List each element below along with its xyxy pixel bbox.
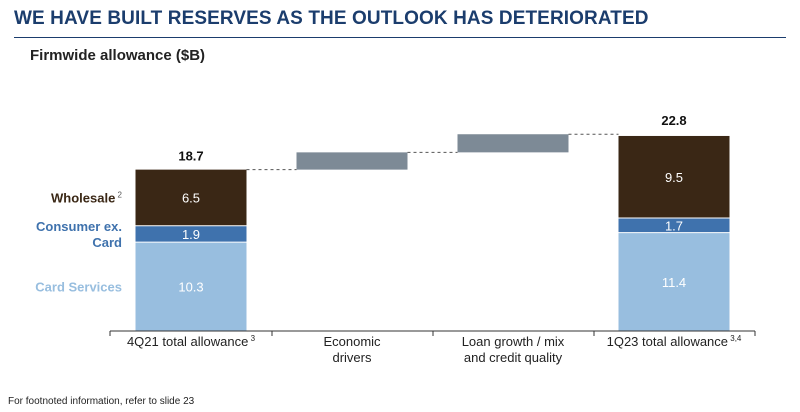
bar-wholesale-1: [618, 135, 730, 218]
legend-label-consumer-ex-card-1: Card: [92, 235, 122, 250]
data-label-wholesale-0: 6.5: [182, 191, 200, 206]
x-tick-label-0-0: 4Q21 total allowance 3: [127, 334, 256, 349]
bar-consumer-ex-card-1: [618, 217, 730, 233]
waterfall-chart: 10.3 1.9 6.5 18.7 11.4 1.7 9.5 22.8 4Q21 total a…: [35, 113, 756, 365]
page-title: WE HAVE BUILT RESERVES AS THE OUTLOOK HA…: [14, 8, 649, 29]
footnote: For footnoted information, refer to slid…: [8, 396, 195, 407]
bar-card-services-0: [135, 242, 247, 331]
x-tick-label-2-1: and credit quality: [464, 350, 563, 365]
bar-card-services-1: [618, 232, 730, 331]
x-tick-label-3-0: 1Q23 total allowance 3,4: [607, 334, 742, 349]
data-label-consumer-ex-card-0: 1.9: [182, 227, 200, 242]
total-label-0: 18.7: [178, 149, 203, 164]
legend-label-wholesale-0: Wholesale 2: [51, 191, 123, 206]
chart-subtitle: Firmwide allowance ($B): [30, 47, 206, 64]
data-label-card-services-1: 11.4: [662, 275, 686, 290]
title-divider: [14, 37, 786, 38]
legend-label-consumer-ex-card-0: Consumer ex.: [36, 219, 122, 234]
data-label-wholesale-1: 9.5: [665, 170, 683, 185]
total-label-1: 22.8: [661, 113, 686, 128]
change-bar-1: [457, 134, 569, 153]
bar-consumer-ex-card-0: [135, 225, 247, 243]
x-tick-label-2-0: Loan growth / mix: [462, 334, 565, 349]
data-label-card-services-0: 10.3: [178, 280, 203, 295]
change-bar-0: [296, 152, 408, 170]
bar-wholesale-0: [135, 169, 247, 226]
x-tick-label-1-0: Economic: [323, 334, 381, 349]
legend-label-card-services-0: Card Services: [35, 280, 122, 295]
data-label-consumer-ex-card-1: 1.7: [665, 218, 683, 233]
x-tick-label-1-1: drivers: [332, 350, 372, 365]
